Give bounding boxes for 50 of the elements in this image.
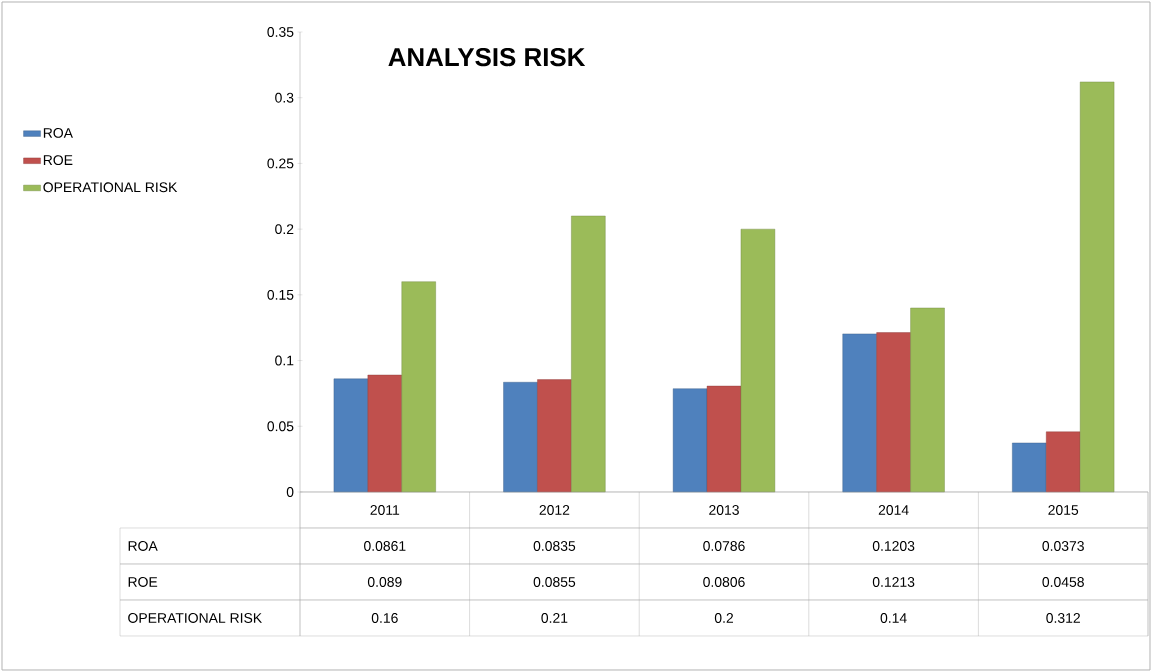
y-tick-label: 0.2: [275, 224, 294, 235]
data-label: 0.0861: [364, 541, 406, 551]
x-tick-label: 2011: [370, 505, 400, 515]
x-tick-label: 2014: [878, 505, 909, 515]
bar: [333, 378, 369, 493]
data-label: 0.0458: [1042, 577, 1084, 587]
legend-label: ROA: [43, 127, 73, 138]
bar: [706, 385, 742, 493]
y-tick-label: 0.15: [267, 289, 294, 300]
data-label: 0.0806: [703, 577, 745, 587]
x-tick-label: 2015: [1048, 505, 1079, 515]
bar: [740, 228, 776, 493]
data-label: 0.0835: [533, 541, 576, 551]
bar: [910, 307, 945, 493]
bar: [401, 281, 436, 493]
y-tick-label: 0.1: [275, 355, 294, 366]
bar: [672, 388, 708, 493]
bar: [1046, 431, 1081, 493]
legend-label: OPERATIONAL RISK: [43, 182, 178, 193]
data-label: 0.0786: [703, 541, 745, 551]
bar: [1012, 442, 1047, 493]
data-label: 0.16: [371, 613, 398, 623]
data-label: 0.1213: [872, 577, 915, 587]
x-tick-label: 2013: [709, 505, 739, 515]
y-tick-label: 0.05: [267, 421, 294, 432]
data-label: 0.21: [541, 613, 568, 623]
x-tick-label: 2012: [539, 505, 570, 515]
bar: [503, 382, 538, 493]
y-tick-label: 0.35: [267, 27, 294, 37]
data-label: 0.14: [880, 613, 907, 623]
data-label: 0.2: [714, 613, 733, 623]
bar: [571, 215, 606, 493]
bar: [842, 333, 877, 493]
data-label: 0.0373: [1042, 541, 1084, 551]
data-label: 0.312: [1046, 613, 1080, 623]
bar: [367, 374, 402, 493]
y-tick-label: 0: [286, 487, 294, 497]
legend-label: ROE: [43, 155, 73, 166]
y-tick-label: 0.25: [267, 158, 294, 169]
text: ROA: [128, 541, 158, 551]
data-label: 0.1203: [872, 541, 915, 551]
data-label: 0.0855: [533, 577, 576, 587]
bar: [537, 379, 572, 493]
text: OPERATIONAL RISK: [128, 613, 262, 623]
y-tick-label: 0.3: [275, 92, 294, 103]
chart-title: ANALYSIS RISK: [388, 47, 586, 67]
data-label: 0.089: [367, 577, 402, 587]
bar: [1079, 81, 1115, 493]
text: ROE: [128, 577, 158, 587]
bar: [876, 332, 911, 493]
